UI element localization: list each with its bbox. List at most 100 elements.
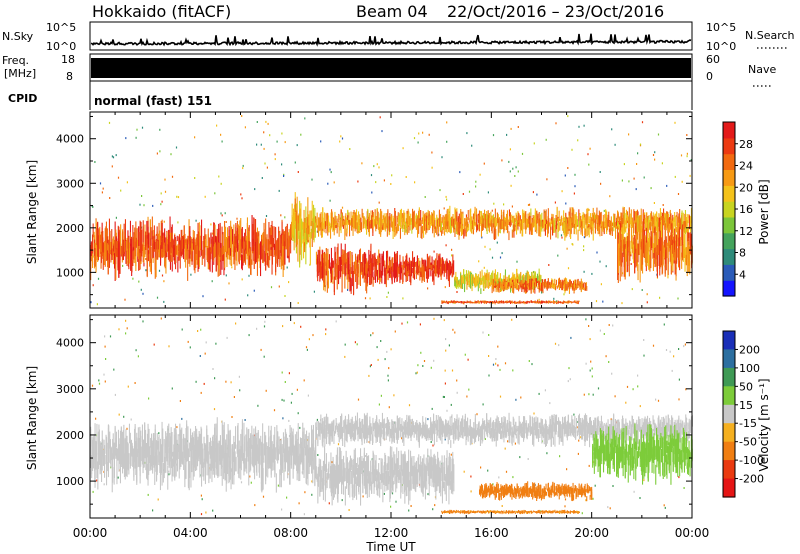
echo-streak [497,301,499,303]
echo-streak [653,249,655,258]
echo-streak [627,224,629,234]
echo-streak [523,210,525,224]
echo-streak [128,453,130,475]
scatter-speckle [168,473,170,476]
echo-streak [169,216,171,239]
echo-streak [394,251,396,283]
echo-streak [621,234,623,265]
echo-streak [132,445,134,467]
echo-streak [467,210,469,221]
echo-streak [205,234,207,247]
echo-streak [628,229,630,277]
echo-streak [292,217,294,235]
echo-streak [406,220,408,234]
echo-streak [243,237,245,263]
echo-streak [566,301,568,304]
scatter-speckle [434,504,436,507]
echo-streak [116,241,118,249]
colorbar-segment [723,280,735,297]
echo-streak [276,240,278,257]
echo-streak [196,428,198,451]
echo-streak [298,213,300,231]
scatter-speckle [200,513,203,516]
echo-streak [567,301,569,303]
echo-streak [558,210,560,222]
echo-streak [480,211,482,226]
scatter-speckle [98,379,100,382]
echo-streak [520,279,522,288]
scatter-speckle [431,407,433,410]
echo-streak [209,250,211,262]
scatter-speckle [98,382,101,385]
scatter-speckle [570,336,572,339]
scatter-speckle [643,176,645,179]
scatter-speckle [224,298,226,301]
echo-streak [626,254,628,273]
echo-streak [190,444,192,469]
echo-streak [184,438,186,480]
scatter-speckle [114,393,116,396]
echo-streak [284,241,286,265]
scatter-speckle [104,345,106,348]
echo-streak [115,237,117,250]
scatter-speckle [152,509,154,512]
colorbar-tick-label: 8 [739,247,746,260]
echo-streak [503,302,505,304]
echo-streak [107,243,109,255]
echo-streak [476,276,478,285]
echo-streak [574,300,576,303]
scatter-speckle [297,412,299,415]
echo-streak [192,453,194,459]
scatter-speckle [376,346,378,349]
echo-streak [95,241,97,247]
echo-streak [489,282,491,286]
echo-streak [498,217,500,221]
echo-streak [205,448,207,461]
echo-streak [466,300,468,303]
echo-streak [628,213,630,227]
echo-streak [135,237,137,248]
scatter-speckle [158,432,160,435]
scatter-speckle [548,264,550,266]
echo-streak [432,215,434,225]
echo-streak [577,229,579,241]
echo-streak [96,444,98,455]
scatter-speckle [281,132,283,135]
echo-streak [189,236,191,249]
echo-streak [164,456,166,474]
echo-streak [98,236,100,249]
echo-streak [508,283,510,287]
scatter-speckle [134,382,136,384]
scatter-speckle [628,133,630,136]
echo-streak [334,215,336,224]
echo-streak [382,215,384,220]
echo-streak [152,236,154,253]
echo-streak [484,218,486,227]
echo-streak [460,273,462,285]
echo-streak [331,258,333,270]
echo-streak [330,247,332,278]
echo-streak [564,222,566,241]
echo-streak [179,423,181,470]
scatter-speckle [239,389,241,392]
scatter-speckle [471,144,473,147]
echo-streak [159,451,161,467]
echo-streak [435,226,437,233]
scatter-speckle [563,293,565,296]
scatter-speckle [156,152,158,155]
echo-streak [158,222,160,258]
scatter-speckle [553,297,555,300]
scatter-speckle [588,325,590,327]
echo-streak [130,445,132,466]
echo-streak [673,217,675,222]
colorbar-segment [723,169,735,186]
echo-streak [248,240,250,269]
echo-streak [183,236,185,260]
echo-streak [192,237,194,250]
echo-streak [575,212,577,235]
echo-streak [530,301,532,303]
echo-streak [399,268,401,277]
scatter-speckle [220,212,222,215]
echo-streak [400,208,402,220]
echo-streak [332,216,334,232]
